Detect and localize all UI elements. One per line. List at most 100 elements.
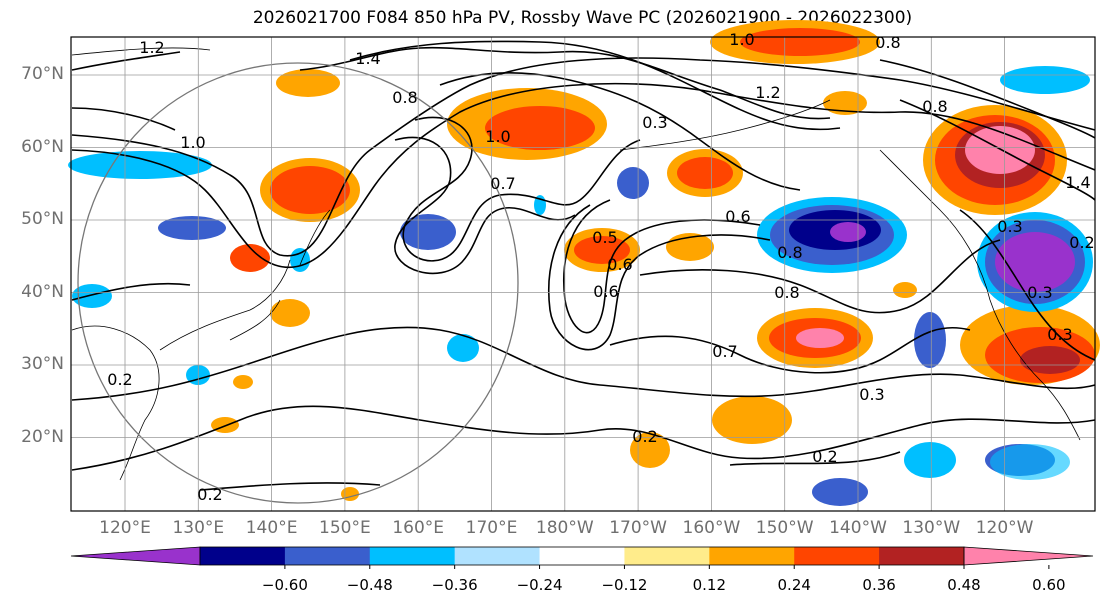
contour-line	[959, 209, 1096, 361]
contour-label: 0.2	[107, 370, 132, 389]
contour-label: 0.8	[774, 283, 799, 302]
contour-label: 1.4	[1065, 173, 1090, 192]
lat-lon-grid	[71, 37, 1095, 511]
great-circle	[77, 62, 519, 504]
colorbar-segment	[539, 547, 625, 565]
contour-line	[71, 107, 176, 131]
latitude-label: 20°N	[21, 426, 64, 447]
contour-label: 1.0	[485, 127, 510, 146]
contour-label: 0.2	[197, 485, 222, 504]
colorbar-segment	[284, 547, 371, 565]
contour-line	[402, 116, 641, 262]
colorbar-tick-label: 0.60	[1032, 576, 1066, 594]
contour-label: 0.6	[725, 207, 750, 226]
anomaly-blob-positive	[447, 88, 607, 160]
longitude-label: 160°W	[682, 518, 741, 538]
contour-label: 0.6	[593, 282, 618, 301]
coastline	[71, 47, 211, 56]
contour-label: 0.3	[1047, 325, 1072, 344]
longitude-label: 120°E	[99, 518, 151, 538]
contour-line	[299, 46, 831, 120]
colorbar-extend-max	[963, 546, 1094, 566]
contour-line	[71, 405, 1096, 471]
contour-label: 1.0	[729, 30, 754, 49]
longitude-label: 160°E	[392, 518, 445, 538]
longitude-label: 120°W	[975, 518, 1034, 538]
colorbar-segment	[879, 547, 965, 565]
contour-line	[899, 99, 1096, 201]
contour-line	[547, 204, 771, 351]
colorbar-tick-label: −0.36	[431, 576, 478, 594]
colorbar-tick-label: 0.12	[692, 576, 727, 594]
contour-line	[199, 482, 381, 491]
colorbar-tick-label: 0.48	[947, 576, 981, 594]
longitude-label: 150°E	[319, 518, 371, 538]
contour-label: 0.5	[592, 228, 617, 247]
contour-label: 0.3	[997, 217, 1022, 236]
contour-line	[71, 282, 191, 301]
contour-label: 0.2	[1069, 233, 1094, 252]
contour-label: 0.7	[490, 174, 515, 193]
contour-line	[71, 326, 1096, 401]
anomaly-blob-positive	[211, 69, 917, 501]
contour-label: 1.4	[355, 49, 380, 68]
latitude-label: 60°N	[21, 136, 64, 157]
coastline	[159, 259, 291, 351]
latitude-label: 30°N	[21, 354, 64, 374]
latitude-label: 50°N	[21, 209, 64, 229]
colorbar-tick-label: −0.12	[601, 576, 648, 594]
map-title: 2026021700 F084 850 hPa PV, Rossby Wave …	[252, 8, 913, 28]
longitude-label: 140°E	[245, 518, 298, 538]
colorbar	[70, 546, 1094, 569]
contour-label: 0.8	[875, 33, 900, 52]
pv-contours	[71, 40, 1096, 491]
longitude-label: 170°E	[465, 518, 518, 538]
contour-line	[71, 57, 1096, 257]
contour-line	[563, 199, 761, 334]
contour-line	[879, 59, 1096, 139]
contour-label: 0.3	[1027, 283, 1052, 302]
coastline	[619, 99, 831, 151]
contour-line	[394, 136, 576, 275]
pc-shading	[68, 20, 1100, 506]
latitude-label: 70°N	[21, 64, 64, 84]
anomaly-blob-positive	[710, 20, 880, 64]
colorbar-segment	[200, 547, 286, 565]
contour-label: 0.7	[712, 342, 737, 361]
contour-label: 1.2	[139, 38, 164, 57]
colorbar-extend-min	[70, 546, 201, 566]
contour-label: 0.6	[607, 255, 632, 274]
colorbar-outline	[199, 546, 965, 566]
longitude-label: 130°W	[902, 518, 961, 538]
contour-label: 1.0	[180, 133, 205, 152]
coastline	[71, 325, 160, 481]
contour-line	[639, 239, 1001, 314]
anomaly-blob-positive	[923, 105, 1067, 215]
coastline	[299, 209, 331, 266]
longitude-label: 170°W	[609, 518, 667, 538]
colorbar-segment	[454, 547, 541, 565]
contour-label: 0.8	[392, 88, 417, 107]
anomaly-blob-positive	[564, 228, 640, 272]
coastline	[229, 299, 281, 341]
colorbar-tick-label: −0.60	[261, 576, 308, 594]
colorbar-segment	[709, 547, 795, 565]
anomaly-blob-positive	[260, 158, 360, 222]
contour-line	[349, 40, 841, 131]
colorbar-tick-label: −0.48	[346, 576, 393, 594]
colorbar-segment	[794, 547, 880, 565]
colorbar-segment	[369, 547, 456, 565]
longitude-label: 130°E	[172, 518, 225, 538]
contour-label: 1.2	[755, 83, 780, 102]
colorbar-tick-label: 0.24	[777, 576, 811, 594]
map-frame	[70, 36, 1096, 512]
longitude-label: 180°W	[535, 518, 594, 538]
contour-label: 0.8	[922, 97, 947, 116]
contour-label: 0.8	[777, 243, 802, 262]
coastline	[879, 149, 1081, 441]
anomaly-blob-positive	[757, 308, 873, 368]
colorbar-tick-label: −0.24	[516, 576, 563, 594]
contour-line	[439, 71, 801, 191]
anomaly-blob-positive	[667, 149, 743, 197]
